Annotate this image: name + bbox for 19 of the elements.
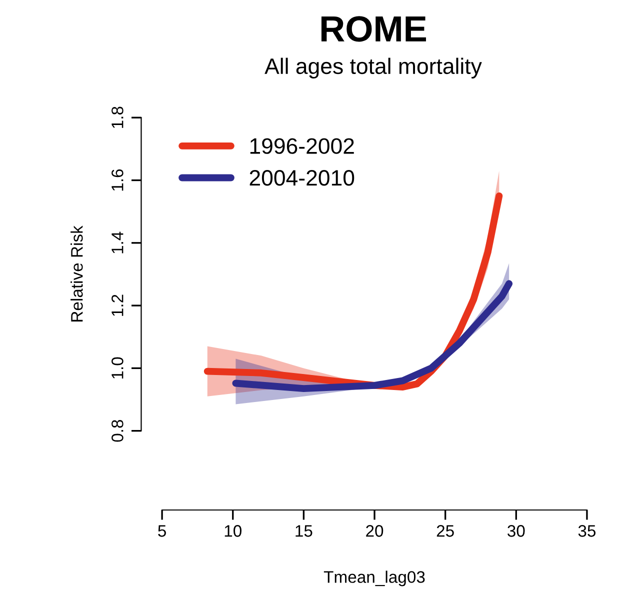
legend-label: 1996-2002 [250,138,354,154]
x-tick-label: 10 [224,525,242,537]
x-tick-label: 25 [436,525,454,537]
x-axis-title: Tmean_lag03 [324,570,425,586]
chart-title: ROME [321,16,426,42]
y-tick-label: 1.6 [112,169,124,191]
x-tick-label: 15 [296,525,312,537]
y-tick-label: 1.0 [112,357,124,379]
x-tick-label: 5 [158,525,166,537]
y-tick-label: 1.8 [112,106,124,128]
legend-label: 2004-2010 [250,170,354,186]
chart-subtitle: All ages total mortality [264,58,482,78]
y-tick-label: 1.2 [112,294,124,316]
x-tick-label: 20 [366,525,384,537]
y-tick-label: 0.8 [112,420,124,442]
y-tick-label: 1.4 [112,232,124,254]
x-tick-label: 30 [508,525,525,537]
x-tick-label: 35 [578,525,596,537]
y-axis-title: Relative Risk [70,226,83,322]
